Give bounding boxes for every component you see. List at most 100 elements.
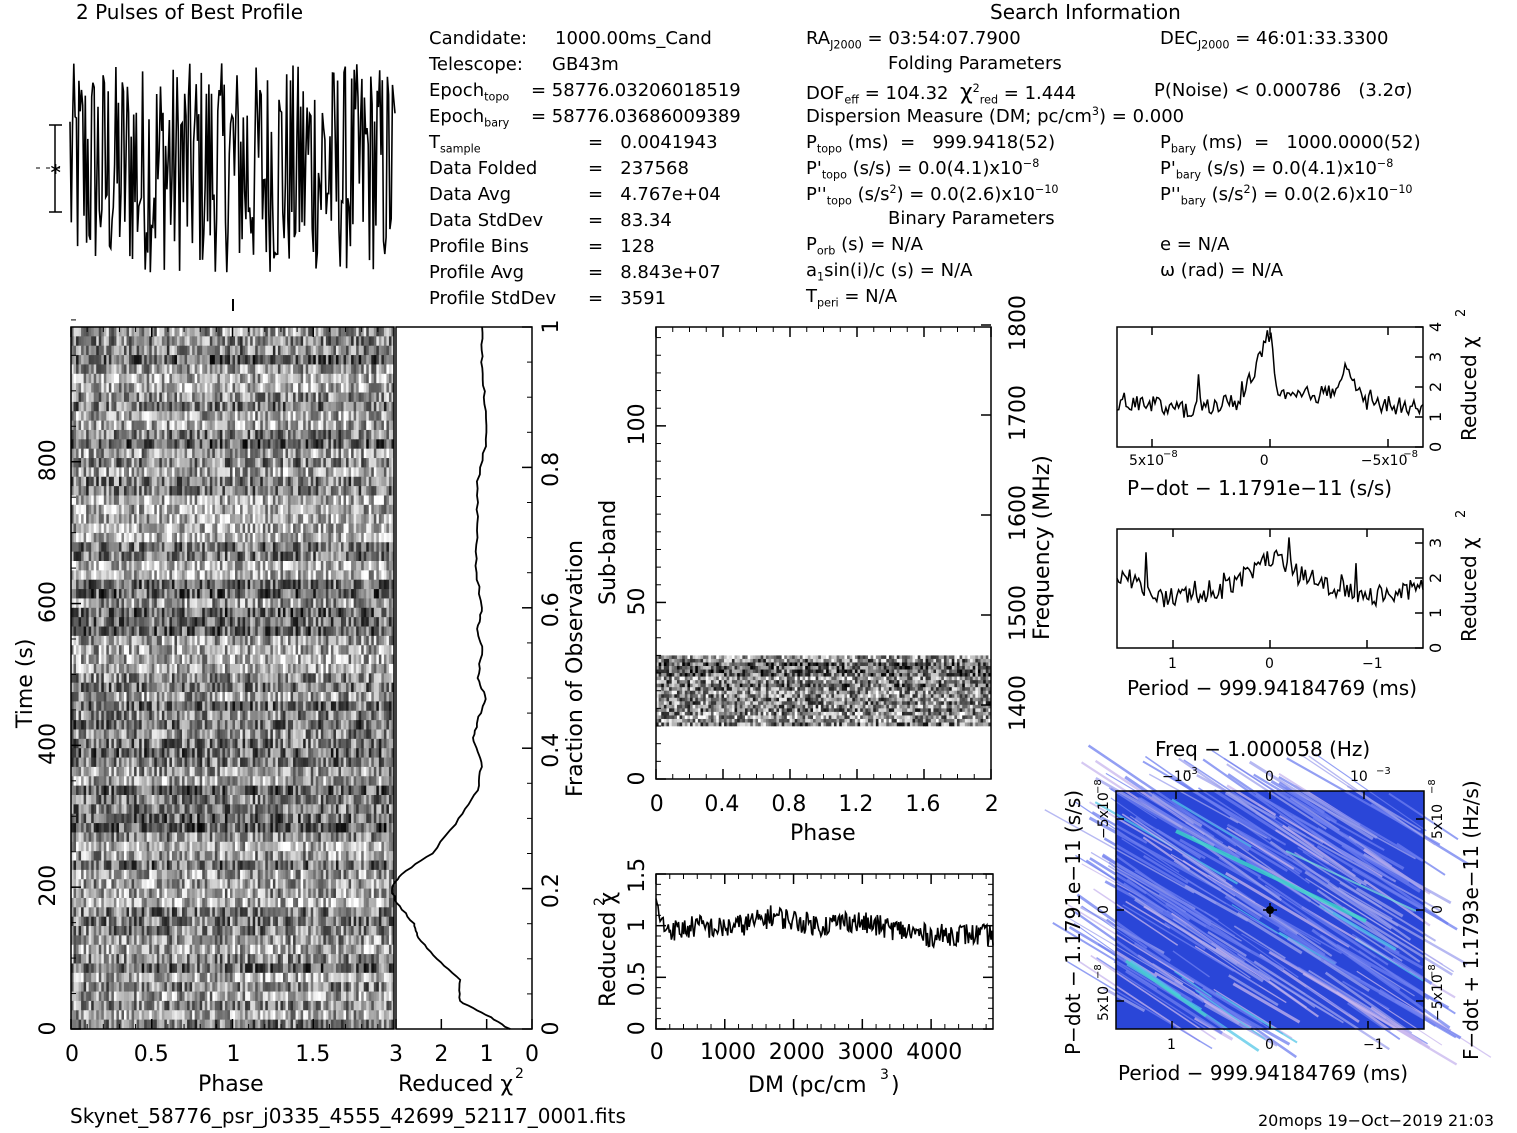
subband-xtick-label: 0.8 bbox=[771, 792, 806, 817]
pddbary-label: P'' bbox=[1160, 184, 1181, 205]
pdtopo-val: (s/s) = 0.0(4.1)x10 bbox=[852, 158, 1023, 179]
time-phase-ytick-label: 400 bbox=[36, 723, 61, 765]
subband-ytick-label: 0 bbox=[625, 772, 650, 786]
time-phase-xtick-label: 1.5 bbox=[295, 1042, 330, 1067]
time-phase-xtick-label: 0 bbox=[65, 1042, 79, 1067]
pddtopo-val2: ) = 0.0(2.6)x10 bbox=[896, 184, 1035, 205]
search-info-title: Search Information bbox=[990, 0, 1181, 24]
pdot-chi-trace bbox=[1116, 330, 1424, 418]
dm-line: Dispersion Measure (DM; pc/cm3) = 0.000 bbox=[806, 105, 1185, 127]
pdot-chi-xtick-label: −5x10 bbox=[1361, 453, 1408, 469]
pbary-sub: bary bbox=[1170, 142, 1196, 156]
pdot-chi-frame bbox=[1116, 326, 1424, 448]
info-key: Tsample bbox=[429, 132, 481, 156]
profile-title: 2 Pulses of Best Profile bbox=[76, 0, 303, 24]
info-key: Telescope: bbox=[429, 54, 523, 75]
info-key: Profile Bins bbox=[429, 236, 529, 257]
info-value: 1000.00ms_Cand bbox=[555, 28, 712, 49]
ra-line: RAJ2000 = 03:54:07.7900 bbox=[806, 28, 1021, 51]
p-pdot-x2tick-label: −10 bbox=[1162, 769, 1192, 785]
p-pdot-ytick-label: 0 bbox=[1096, 905, 1112, 914]
p-pdot-ytick-label: 5x10 bbox=[1096, 986, 1112, 1021]
p-pdot-xtick-label: −1 bbox=[1363, 1037, 1384, 1053]
ptopo-sub: topo bbox=[816, 142, 842, 156]
time-chi-xlabel-sup: 2 bbox=[515, 1066, 524, 1082]
p-pdot-title: Freq − 1.000058 (Hz) bbox=[1155, 737, 1370, 761]
p-pdot-ytick-label: −5x10 bbox=[1096, 792, 1112, 839]
dm-chi-xtick-label: 3000 bbox=[838, 1040, 894, 1065]
dec-sub: J2000 bbox=[1197, 38, 1230, 52]
subband-xtick-label: 1.6 bbox=[905, 792, 940, 817]
time-phase-ytick-label: 600 bbox=[36, 581, 61, 623]
pddbary-sub: bary bbox=[1180, 194, 1206, 208]
time-phase-heatmap bbox=[71, 327, 395, 1030]
pddtopo-label: P'' bbox=[806, 184, 827, 205]
chi-val: = 1.444 bbox=[1003, 83, 1077, 104]
pddbary-line: P''bary (s/s2) = 0.0(2.6)x10−10 bbox=[1160, 183, 1413, 208]
info-value: = 8.843e+07 bbox=[588, 262, 721, 283]
pdot-chi-ytick-label: 2 bbox=[1426, 382, 1445, 392]
subband-y2tick-label: 1800 bbox=[1006, 295, 1031, 351]
tperi-sub: peri bbox=[817, 296, 839, 310]
pdbary-label: P' bbox=[1160, 158, 1176, 179]
period-chi-trace bbox=[1116, 537, 1424, 609]
info-value: = 4.767e+04 bbox=[588, 184, 721, 205]
p-pdot-xtick-label: 0 bbox=[1265, 1037, 1274, 1053]
dec-val: = 46:01:33.3300 bbox=[1235, 28, 1389, 49]
dof-sub: eff bbox=[844, 93, 859, 107]
a1-sub: 1 bbox=[817, 270, 825, 284]
info-value: = 83.34 bbox=[588, 210, 672, 231]
period-chi-ytick-label: 2 bbox=[1426, 573, 1445, 583]
time-phase-ylabel: Time (s) bbox=[13, 639, 38, 729]
dm-label: Dispersion Measure (DM; pc/cm bbox=[806, 106, 1092, 127]
p-pdot-xlabel: Period − 999.94184769 (ms) bbox=[1118, 1061, 1408, 1085]
period-chi-xtick-label: −1 bbox=[1362, 656, 1383, 672]
info-key: Profile StdDev bbox=[429, 288, 557, 309]
dof-val: = 104.32 bbox=[864, 83, 949, 104]
pdot-chi-xtick-label: 0 bbox=[1260, 453, 1269, 469]
period-chi-ytick-label: 0 bbox=[1426, 643, 1445, 653]
dm-chi-ytick-label: 1 bbox=[625, 918, 650, 932]
dm-chi-ytick-label: 0.5 bbox=[625, 961, 650, 996]
subband-xtick-label: 2 bbox=[985, 792, 999, 817]
pdtopo-label: P' bbox=[806, 158, 822, 179]
dm-chi-xtick-label: 4000 bbox=[906, 1040, 962, 1065]
p-pdot-y2tick-label: 5x10 bbox=[1430, 804, 1446, 839]
period-chi-ytick-label: 3 bbox=[1426, 538, 1445, 548]
subband-ylabel: Sub-band bbox=[596, 500, 621, 605]
info-key: Epochtopo bbox=[429, 80, 510, 104]
p-pdot-xtick-label: 1 bbox=[1167, 1037, 1176, 1053]
time-chi-xtick-label: 0 bbox=[525, 1042, 539, 1067]
pdbary-line: P'bary (s/s) = 0.0(4.1)x10−8 bbox=[1160, 158, 1393, 181]
a1-val: sin(i)/c (s) = N/A bbox=[824, 260, 973, 281]
pdot-chi-ytick-label: 4 bbox=[1426, 322, 1445, 332]
info-key: Epochbary bbox=[429, 106, 510, 130]
info-value: = 58776.03686009389 bbox=[531, 106, 741, 127]
dm-chi-xtick-label: 2000 bbox=[769, 1040, 825, 1065]
folding-title: Folding Parameters bbox=[888, 53, 1062, 74]
a1-label: a bbox=[806, 260, 818, 281]
pbary-line: Pbary (ms) = 1000.0000(52) bbox=[1160, 134, 1421, 155]
dec-line: DECJ2000 = 46:01:33.3300 bbox=[1160, 28, 1389, 51]
porb-val: (s) = N/A bbox=[841, 234, 923, 255]
dof-label: DOF bbox=[806, 83, 845, 104]
dof-line: DOFeff = 104.32 χ2red = 1.444 bbox=[806, 80, 1077, 107]
p-pdot-heatmap bbox=[1044, 744, 1492, 1066]
info-value: = 237568 bbox=[588, 158, 689, 179]
dm-chi-ylabel: Reduced χ bbox=[596, 892, 621, 1007]
time-chi-ytick-label: 0.4 bbox=[539, 733, 564, 768]
pnoise-line: P(Noise) < 0.000786 (3.2σ) bbox=[1154, 80, 1413, 101]
porb-label: P bbox=[806, 234, 817, 255]
pddtopo-exp: −10 bbox=[1034, 183, 1059, 196]
subband-xlabel: Phase bbox=[790, 821, 856, 846]
ra-label: RA bbox=[806, 28, 831, 49]
period-chi-xlabel: Period − 999.94184769 (ms) bbox=[1127, 676, 1417, 700]
timestamp: 20mops 19−Oct−2019 21:03 bbox=[1258, 1111, 1495, 1130]
pddtopo-line: P''topo (s/s2) = 0.0(2.6)x10−10 bbox=[806, 183, 1059, 208]
subband-ytick-label: 100 bbox=[625, 403, 650, 445]
p-pdot-ylabel: P−dot − 1.1791e−11 (s/s) bbox=[1061, 790, 1085, 1055]
pddbary-val: (s/s bbox=[1211, 184, 1244, 205]
pdtopo-sub: topo bbox=[821, 168, 847, 182]
pdtopo-exp: −8 bbox=[1022, 157, 1040, 170]
